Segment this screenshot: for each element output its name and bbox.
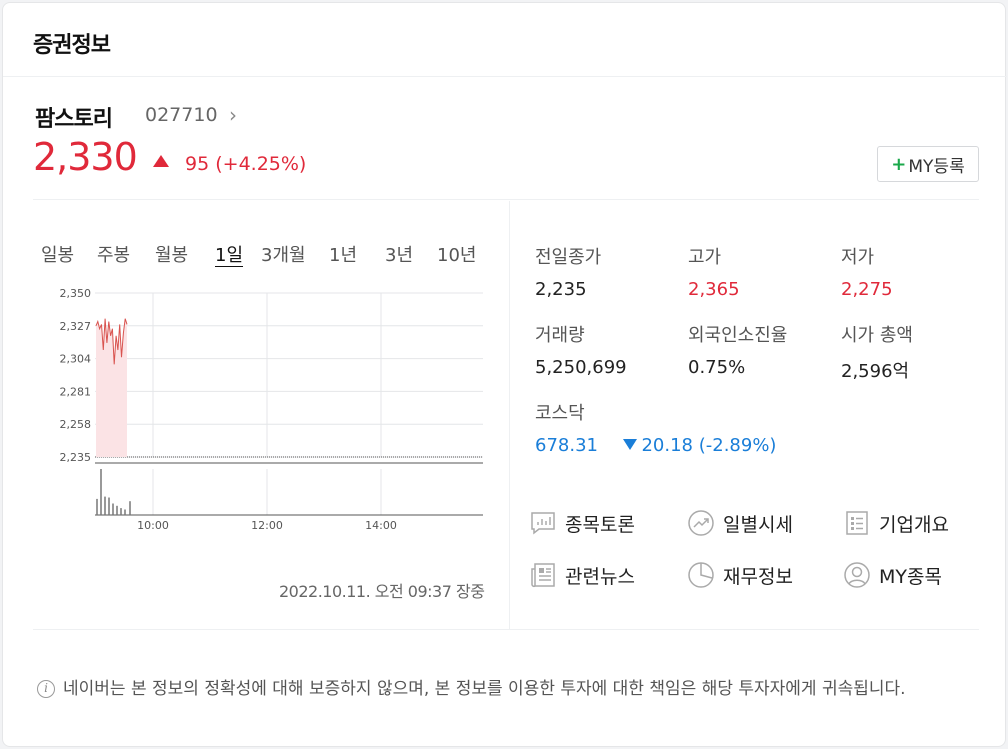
stat-low: 저가 2,275 <box>841 243 893 300</box>
trend-circle-icon <box>688 510 714 536</box>
price-change: 95 (+4.25%) <box>185 153 306 175</box>
stat-label: 외국인소진율 <box>688 325 788 346</box>
tab-1year[interactable]: 1년 <box>329 245 358 266</box>
pie-chart-icon <box>688 562 714 588</box>
tab-10year[interactable]: 10년 <box>437 245 477 266</box>
plus-icon: + <box>891 153 907 175</box>
list-doc-icon <box>846 511 868 535</box>
current-price: 2,330 <box>33 135 138 179</box>
tab-monthly[interactable]: 월봉 <box>155 245 189 266</box>
link-my-stocks[interactable]: MY종목 <box>843 561 942 589</box>
y-tick-label: 2,258 <box>60 418 92 431</box>
link-daily-price[interactable]: 일별시세 <box>687 509 793 537</box>
link-company-overview[interactable]: 기업개요 <box>843 509 949 537</box>
y-tick-label: 2,327 <box>60 320 92 333</box>
user-circle-icon <box>844 562 870 588</box>
stat-value: 2,235 <box>535 279 587 300</box>
stat-label: 거래량 <box>535 325 585 346</box>
link-financials[interactable]: 재무정보 <box>687 561 793 589</box>
link-related-news[interactable]: 관련뉴스 <box>529 561 635 589</box>
y-tick-label: 2,235 <box>60 451 92 464</box>
up-arrow-icon <box>153 155 169 167</box>
x-tick-label: 10:00 <box>137 519 169 532</box>
stat-label: 시가 총액 <box>841 325 913 346</box>
index-label: 코스닥 <box>535 403 585 424</box>
stat-label: 전일종가 <box>535 247 602 268</box>
index-value-row: 678.31 20.18 (-2.89%) <box>535 435 776 456</box>
price-area <box>96 318 127 457</box>
stat-high: 고가 2,365 <box>688 243 740 300</box>
x-tick-label: 14:00 <box>365 519 397 532</box>
link-label: 종목토론 <box>565 513 635 536</box>
news-icon <box>531 563 555 588</box>
link-label: 재무정보 <box>723 565 793 588</box>
timestamp: 2022.10.11. 오전 09:37 장중 <box>279 582 485 601</box>
price-line <box>95 318 128 365</box>
index-change-rate: (-2.89%) <box>698 435 777 456</box>
divider <box>33 629 979 630</box>
link-label: 기업개요 <box>879 513 949 536</box>
stat-foreign-ratio: 외국인소진율 0.75% <box>688 321 787 378</box>
tab-daily[interactable]: 일봉 <box>41 245 75 266</box>
stat-kosdaq: 코스닥 678.31 20.18 (-2.89%) <box>535 399 776 456</box>
x-tick-label: 12:00 <box>251 519 283 532</box>
stat-prev-close: 전일종가 2,235 <box>535 243 601 300</box>
stock-code[interactable]: 027710 <box>145 104 218 126</box>
link-label: 일별시세 <box>723 513 793 536</box>
my-register-label: MY등록 <box>908 156 965 177</box>
tab-1day[interactable]: 1일 <box>215 245 244 266</box>
stat-label: 고가 <box>688 247 722 268</box>
stat-value: 0.75% <box>688 357 746 378</box>
divider-vertical <box>509 201 510 629</box>
down-arrow-icon <box>623 439 638 450</box>
divider <box>33 199 979 200</box>
stat-label: 저가 <box>841 247 875 268</box>
stat-market-cap: 시가 총액 2,596억 <box>841 321 913 383</box>
card-title: 증권정보 <box>33 33 111 58</box>
change-rate: (+4.25%) <box>215 153 307 175</box>
info-icon: i <box>37 680 55 698</box>
stat-value: 2,275 <box>841 279 893 300</box>
change-amount: 95 <box>185 153 210 175</box>
disclaimer: i 네이버는 본 정보의 정확성에 대해 보증하지 않으며, 본 정보를 이용한… <box>37 677 977 702</box>
link-discussion[interactable]: 종목토론 <box>529 509 635 537</box>
card-header: 증권정보 <box>3 3 1007 77</box>
tab-3year[interactable]: 3년 <box>385 245 414 266</box>
y-tick-label: 2,304 <box>60 353 92 366</box>
intraday-chart: 2,350 2,327 2,304 2,281 2,258 2,235 10:00 12:00… <box>60 287 483 532</box>
stat-value: 5,250,699 <box>535 357 627 378</box>
tab-3month[interactable]: 3개월 <box>261 245 306 266</box>
disclaimer-text: 네이버는 본 정보의 정확성에 대해 보증하지 않으며, 본 정보를 이용한 투… <box>63 679 906 699</box>
index-value: 678.31 <box>535 435 598 456</box>
link-label: MY종목 <box>879 565 942 588</box>
stock-name[interactable]: 팜스토리 <box>35 107 113 132</box>
y-tick-label: 2,350 <box>60 287 92 300</box>
tab-weekly[interactable]: 주봉 <box>97 245 131 266</box>
stat-volume: 거래량 5,250,699 <box>535 321 627 378</box>
my-register-button[interactable]: + MY등록 <box>877 146 979 182</box>
stat-value: 2,596억 <box>841 361 910 382</box>
chat-chart-icon <box>531 512 555 535</box>
chevron-right-icon[interactable]: › <box>229 103 237 127</box>
link-label: 관련뉴스 <box>565 565 635 588</box>
index-change: 20.18 <box>641 435 693 456</box>
stat-value: 2,365 <box>688 279 740 300</box>
y-tick-label: 2,281 <box>60 385 92 398</box>
